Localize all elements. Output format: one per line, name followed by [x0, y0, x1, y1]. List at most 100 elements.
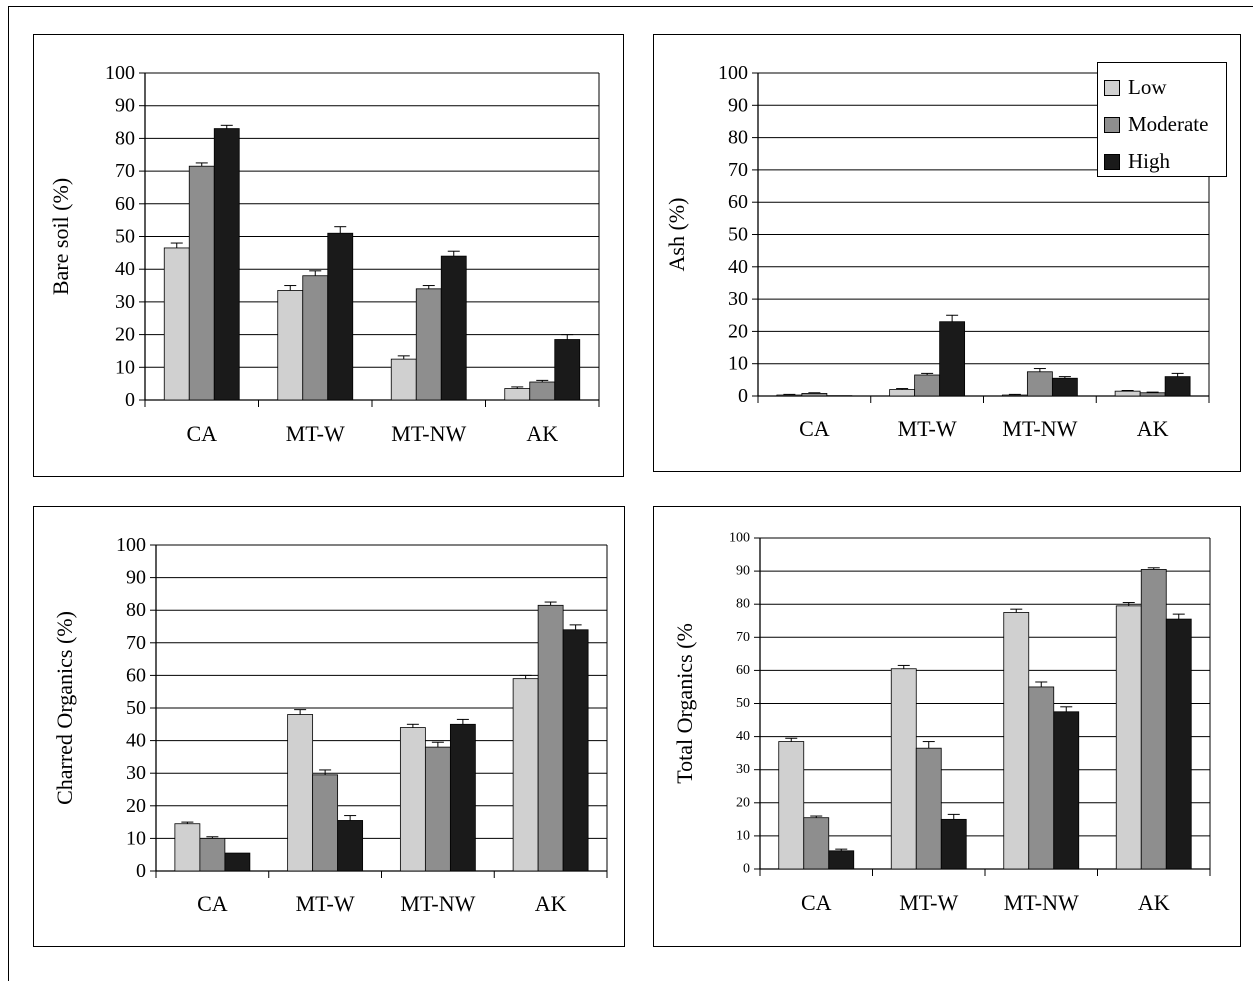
- x-category-label-mt-nw: MT-NW: [391, 421, 466, 446]
- y-tick-label: 90: [115, 95, 135, 117]
- y-tick-label: 20: [115, 324, 135, 346]
- y-tick-label: 100: [105, 62, 135, 84]
- bar-high-ca: [213, 128, 240, 401]
- y-tick-label: 40: [126, 730, 146, 752]
- y-tick-label: 30: [736, 762, 750, 777]
- bar-high-mt-nw: [1053, 711, 1080, 870]
- bar-high-ak: [1164, 376, 1191, 397]
- y-tick-label: 80: [728, 127, 748, 149]
- chart-total-organics: 0 10 20 30 40 50 60 70 80 90 100 CA MT-W MT-NW AK Total…: [672, 531, 1211, 915]
- y-axis-label: Ash (%): [664, 198, 689, 272]
- bar-high-ca: [828, 850, 855, 870]
- y-tick-label: 0: [136, 860, 146, 882]
- y-tick-label: 30: [728, 288, 748, 310]
- x-category-label-ca: CA: [197, 891, 228, 916]
- y-tick-label: 70: [736, 630, 750, 645]
- chart-ash: 0 10 20 30 40 50 60 70 80 90 100 CA MT-W MT-NW AK Ash (…: [664, 62, 1210, 441]
- bar-low-ca: [776, 394, 803, 397]
- y-tick-label: 30: [126, 762, 146, 784]
- legend-label-moderate: Moderate: [1128, 112, 1209, 136]
- y-tick-label: 60: [115, 193, 135, 215]
- y-tick-label: 40: [115, 258, 135, 280]
- bar-moderate-mt-nw: [424, 746, 451, 872]
- bar-low-ca: [778, 741, 805, 870]
- y-tick-label: 0: [743, 862, 750, 877]
- y-tick-label: 50: [115, 226, 135, 248]
- legend-label-high: High: [1128, 149, 1170, 173]
- bar-high-mt-w: [940, 818, 967, 870]
- x-category-label-ca: CA: [799, 416, 830, 441]
- bar-low-mt-w: [890, 668, 917, 870]
- bar-low-mt-nw: [390, 358, 417, 401]
- bar-low-ak: [512, 678, 539, 872]
- bar-low-mt-w: [277, 290, 304, 401]
- y-tick-label: 10: [126, 827, 146, 849]
- bar-low-ak: [504, 388, 531, 401]
- bar-moderate-ak: [537, 604, 564, 872]
- x-category-label-ca: CA: [186, 421, 217, 446]
- bar-low-mt-nw: [1003, 612, 1030, 870]
- bar-low-ak: [1114, 390, 1141, 397]
- bar-moderate-mt-w: [312, 774, 339, 872]
- bar-moderate-ca: [801, 393, 828, 397]
- y-tick-label: 0: [125, 389, 135, 411]
- bar-moderate-mt-nw: [1026, 371, 1053, 397]
- legend-item-high: High: [1104, 143, 1226, 180]
- y-tick-label: 70: [126, 632, 146, 654]
- y-tick-label: 100: [718, 62, 748, 84]
- bar-low-ak: [1115, 605, 1142, 870]
- y-tick-label: 100: [729, 531, 750, 546]
- panel-ash: 0 10 20 30 40 50 60 70 80 90 100 CA MT-W MT-NW AK Ash (…: [653, 34, 1241, 472]
- x-category-label-ak: AK: [1138, 890, 1170, 915]
- x-category-label-mt-nw: MT-NW: [1002, 416, 1077, 441]
- y-axis-label: Charred Organics (%): [52, 611, 77, 805]
- y-tick-label: 50: [736, 696, 750, 711]
- bar-moderate-mt-nw: [415, 288, 442, 401]
- legend-swatch-low: [1104, 79, 1120, 96]
- y-tick-label: 90: [728, 94, 748, 116]
- bar-high-mt-w: [337, 820, 364, 872]
- x-category-label-mt-w: MT-W: [286, 421, 345, 446]
- y-tick-label: 90: [126, 567, 146, 589]
- bar-moderate-ca: [199, 837, 226, 872]
- bar-low-ca: [163, 247, 190, 401]
- panel-charred-organics: 0 10 20 30 40 50 60 70 80 90 100 CA MT-W MT-NW AK Charr…: [33, 506, 625, 947]
- bar-moderate-ak: [1140, 569, 1167, 870]
- bar-high-mt-nw: [1051, 377, 1078, 397]
- legend-item-moderate: Moderate: [1104, 106, 1226, 143]
- bar-high-ca: [224, 852, 251, 872]
- y-tick-label: 40: [728, 256, 748, 278]
- y-tick-label: 50: [728, 224, 748, 246]
- y-tick-label: 20: [736, 795, 750, 810]
- y-tick-label: 10: [736, 828, 750, 843]
- chart-bare-soil: 0 10 20 30 40 50 60 70 80 90 100 CA MT-W MT-NW AK Bare …: [48, 62, 600, 446]
- bar-moderate-ak: [529, 381, 556, 401]
- y-tick-label: 60: [728, 191, 748, 213]
- x-category-label-mt-nw: MT-NW: [1004, 890, 1079, 915]
- bar-high-ak: [554, 339, 581, 401]
- bar-low-mt-nw: [399, 727, 426, 872]
- y-tick-label: 30: [115, 291, 135, 313]
- bar-high-ak: [562, 629, 589, 872]
- legend-swatch-high: [1104, 153, 1120, 170]
- y-tick-label: 70: [115, 160, 135, 182]
- x-category-label-ak: AK: [535, 891, 567, 916]
- legend-swatch-moderate: [1104, 116, 1120, 133]
- x-category-label-mt-nw: MT-NW: [400, 891, 475, 916]
- bar-high-mt-w: [939, 321, 966, 397]
- panel-total-organics: 0 10 20 30 40 50 60 70 80 90 100 CA MT-W MT-NW AK Total…: [653, 506, 1241, 947]
- x-category-label-ak: AK: [526, 421, 558, 446]
- bar-high-mt-nw: [440, 255, 467, 401]
- y-tick-label: 50: [126, 697, 146, 719]
- chart-charred-organics: 0 10 20 30 40 50 60 70 80 90 100 CA MT-W MT-NW AK Charr…: [52, 534, 608, 916]
- bar-moderate-ca: [188, 165, 215, 401]
- figure-frame: [8, 6, 1253, 981]
- y-tick-label: 10: [728, 353, 748, 375]
- y-tick-label: 20: [126, 795, 146, 817]
- x-category-label-mt-w: MT-W: [898, 416, 957, 441]
- bar-low-mt-w: [287, 714, 314, 872]
- x-category-label-ak: AK: [1137, 416, 1169, 441]
- bar-moderate-mt-nw: [1028, 686, 1055, 870]
- bar-moderate-ca: [803, 817, 830, 870]
- y-tick-label: 40: [736, 729, 750, 744]
